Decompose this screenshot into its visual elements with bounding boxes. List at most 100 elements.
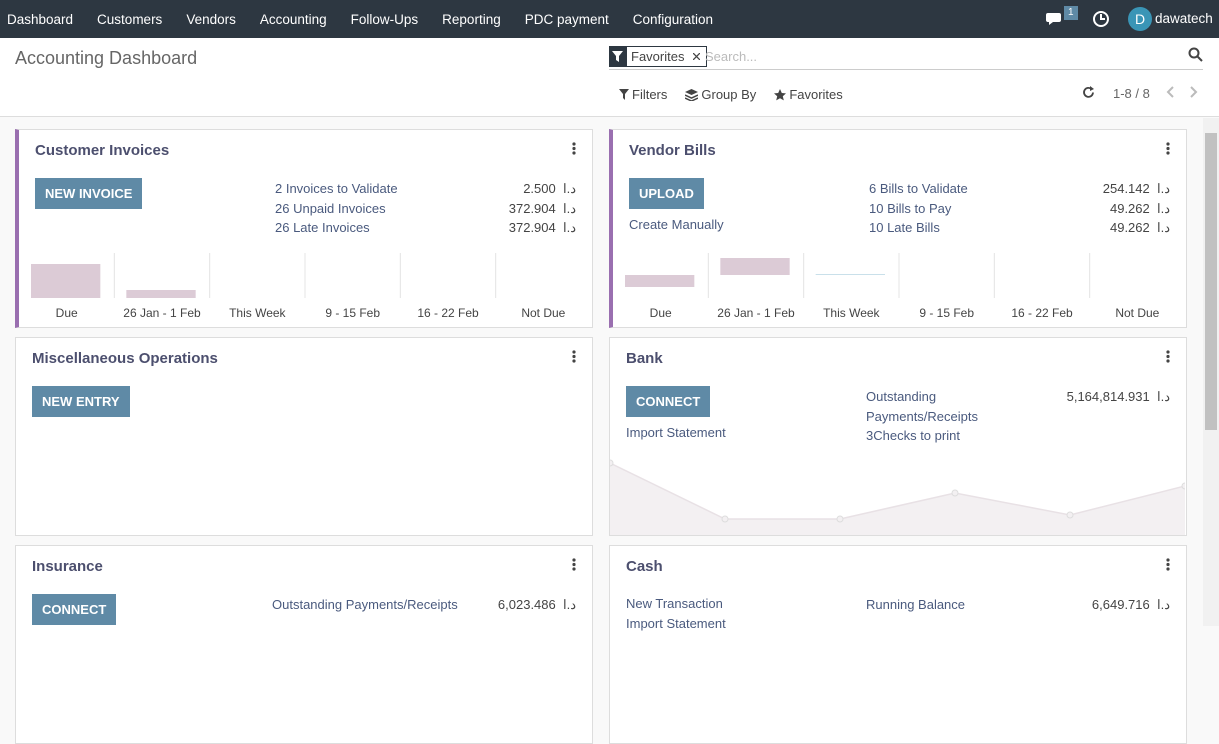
card-title[interactable]: Vendor Bills <box>629 142 716 159</box>
line <box>610 462 1185 520</box>
stat-label[interactable]: Outstanding Payments/Receipts <box>272 597 458 612</box>
stat-label[interactable]: 2 Invoices to Validate <box>275 181 398 196</box>
line-graph <box>610 459 1185 535</box>
point <box>610 459 614 467</box>
primary-button[interactable]: NEW INVOICE <box>35 178 143 209</box>
dot <box>572 558 576 562</box>
button-label: Filters <box>632 87 668 102</box>
chat-icon[interactable] <box>1046 10 1066 28</box>
primary-button[interactable]: NEW ENTRY <box>32 386 130 417</box>
graph-label: This Week <box>229 306 286 320</box>
menu-item[interactable]: Customers <box>97 11 163 27</box>
filters-button[interactable]: Filters <box>619 87 667 102</box>
menu-item[interactable]: Configuration <box>632 11 714 27</box>
currency: د.ا <box>562 220 576 235</box>
amount: 49.262 <box>1109 220 1150 235</box>
stat-amount: 372.904 د.ا <box>509 199 576 219</box>
stat-label[interactable]: 26 Unpaid Invoices <box>275 200 386 216</box>
card-title[interactable]: Miscellaneous Operations <box>32 350 218 367</box>
stat-amount: 49.262 د.ا <box>1110 199 1170 219</box>
menu-item[interactable]: Follow-Ups <box>350 11 419 27</box>
favorites-button[interactable]: Favorites <box>774 87 843 102</box>
card-menu[interactable] <box>1166 350 1170 363</box>
message-badge: 1 <box>1064 6 1078 20</box>
stat-amount: 5,164,814.931 د.ا <box>1067 387 1170 426</box>
stat-row: 26 Unpaid Invoices 372.904 د.ا <box>275 199 576 219</box>
menu-item[interactable]: Reporting <box>442 11 501 27</box>
stat-label[interactable]: 10 Bills to Pay <box>869 200 952 216</box>
menu-item[interactable]: PDC payment <box>524 11 609 27</box>
card-title[interactable]: Cash <box>626 558 663 575</box>
layers-icon <box>685 88 699 101</box>
point <box>1181 482 1185 490</box>
stat-row: 10 Late Bills 49.262 د.ا <box>869 218 1170 238</box>
stat-amount: 372.904 د.ا <box>509 218 576 238</box>
stat-label[interactable]: Outstanding Payments/Receipts <box>866 389 978 424</box>
card-stats: 2 Invoices to Validate 2.500 د.ا 26 Unpaid… <box>275 179 576 238</box>
dot <box>1166 142 1170 146</box>
currency: د.ا <box>1156 181 1170 196</box>
card-link[interactable]: New Transaction <box>626 596 723 611</box>
card-menu[interactable] <box>572 142 576 155</box>
card-title[interactable]: Insurance <box>32 558 103 575</box>
card-menu[interactable] <box>572 350 576 363</box>
facet-icon <box>609 46 626 67</box>
stat-label[interactable]: 26 Late Invoices <box>275 220 370 235</box>
button-label: Group By <box>701 87 757 102</box>
dot <box>572 142 576 146</box>
menu-item[interactable]: Dashboard <box>7 11 74 27</box>
user-name[interactable]: dawatech <box>1155 11 1213 26</box>
facet-remove[interactable] <box>693 53 701 60</box>
bar <box>815 274 885 275</box>
scroll-thumb[interactable] <box>1205 133 1217 430</box>
avatar[interactable]: D <box>1128 7 1152 31</box>
control-panel: Accounting Dashboard Favorites Search...… <box>0 38 1219 117</box>
menu-item[interactable]: Accounting <box>259 11 327 27</box>
dot <box>1166 567 1170 571</box>
refresh-icon[interactable] <box>1082 86 1095 99</box>
activity-icon[interactable] <box>1092 10 1110 28</box>
stat-label[interactable]: 6 Bills to Validate <box>869 181 968 196</box>
stat-row: Outstanding Payments/Receipts 5,164,814.9… <box>866 387 1170 426</box>
scrollbar[interactable] <box>1203 118 1219 626</box>
amount: 6,023.486 <box>497 597 556 612</box>
card-title[interactable]: Customer Invoices <box>35 142 170 159</box>
graph-label: 16 - 22 Feb <box>1011 306 1073 320</box>
amount: 254.142 <box>1102 181 1150 196</box>
menu-item[interactable]: Vendors <box>186 11 236 27</box>
stat-label[interactable]: 3Checks to print <box>866 428 960 443</box>
stat-label[interactable]: 10 Late Bills <box>869 220 940 235</box>
dot <box>1166 359 1170 363</box>
primary-button[interactable]: UPLOAD <box>629 178 704 209</box>
button-label: Favorites <box>789 87 843 102</box>
currency: د.ا <box>562 597 576 612</box>
card-title[interactable]: Bank <box>626 350 663 367</box>
facet[interactable]: Favorites <box>626 46 708 67</box>
primary-button[interactable]: CONNECT <box>32 594 117 625</box>
search-placeholder[interactable]: Search... <box>705 49 758 64</box>
graph-label: This Week <box>823 306 880 320</box>
dot <box>1166 350 1170 354</box>
search-bar[interactable]: Favorites Search... <box>609 45 1203 70</box>
pager-arrows[interactable] <box>1164 86 1200 98</box>
stat-row: Running Balance 6,649.716 د.ا <box>866 595 1170 615</box>
card-menu[interactable] <box>1166 142 1170 155</box>
dot <box>1166 562 1170 567</box>
dot <box>572 146 576 151</box>
stat-label[interactable]: Running Balance <box>866 597 966 612</box>
card-stats: Running Balance 6,649.716 د.ا <box>866 595 1170 615</box>
graph-label: 16 - 22 Feb <box>417 306 479 320</box>
card-menu[interactable] <box>1166 558 1170 571</box>
primary-button[interactable]: CONNECT <box>626 386 711 417</box>
card-stats: Outstanding Payments/Receipts 5,164,814.9… <box>866 387 1170 446</box>
graph-label: Not Due <box>1115 306 1159 320</box>
groupby-button[interactable]: Group By <box>685 87 756 102</box>
search-icon[interactable] <box>1188 47 1203 62</box>
currency: د.ا <box>562 200 576 216</box>
card-link[interactable]: Create Manually <box>629 217 724 232</box>
card-link[interactable]: Import Statement <box>626 615 726 631</box>
journal-card: Bank CONNECT Import Statement Outstanding P… <box>609 337 1187 536</box>
card-link[interactable]: Import Statement <box>626 425 726 440</box>
card-menu[interactable] <box>572 558 576 571</box>
